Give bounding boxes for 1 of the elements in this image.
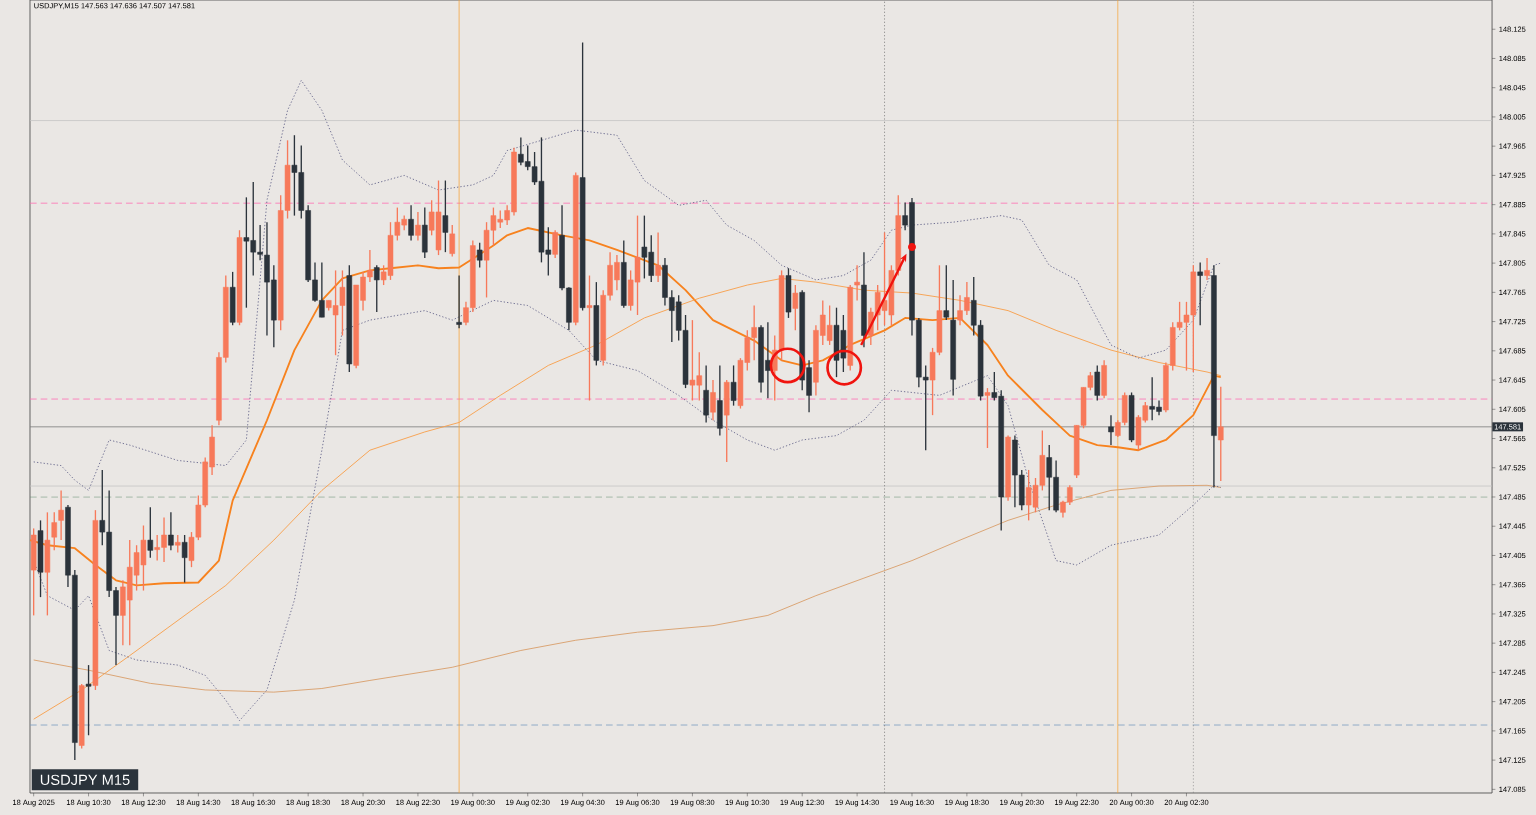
- annotation: USDJPY M15: [40, 774, 130, 786]
